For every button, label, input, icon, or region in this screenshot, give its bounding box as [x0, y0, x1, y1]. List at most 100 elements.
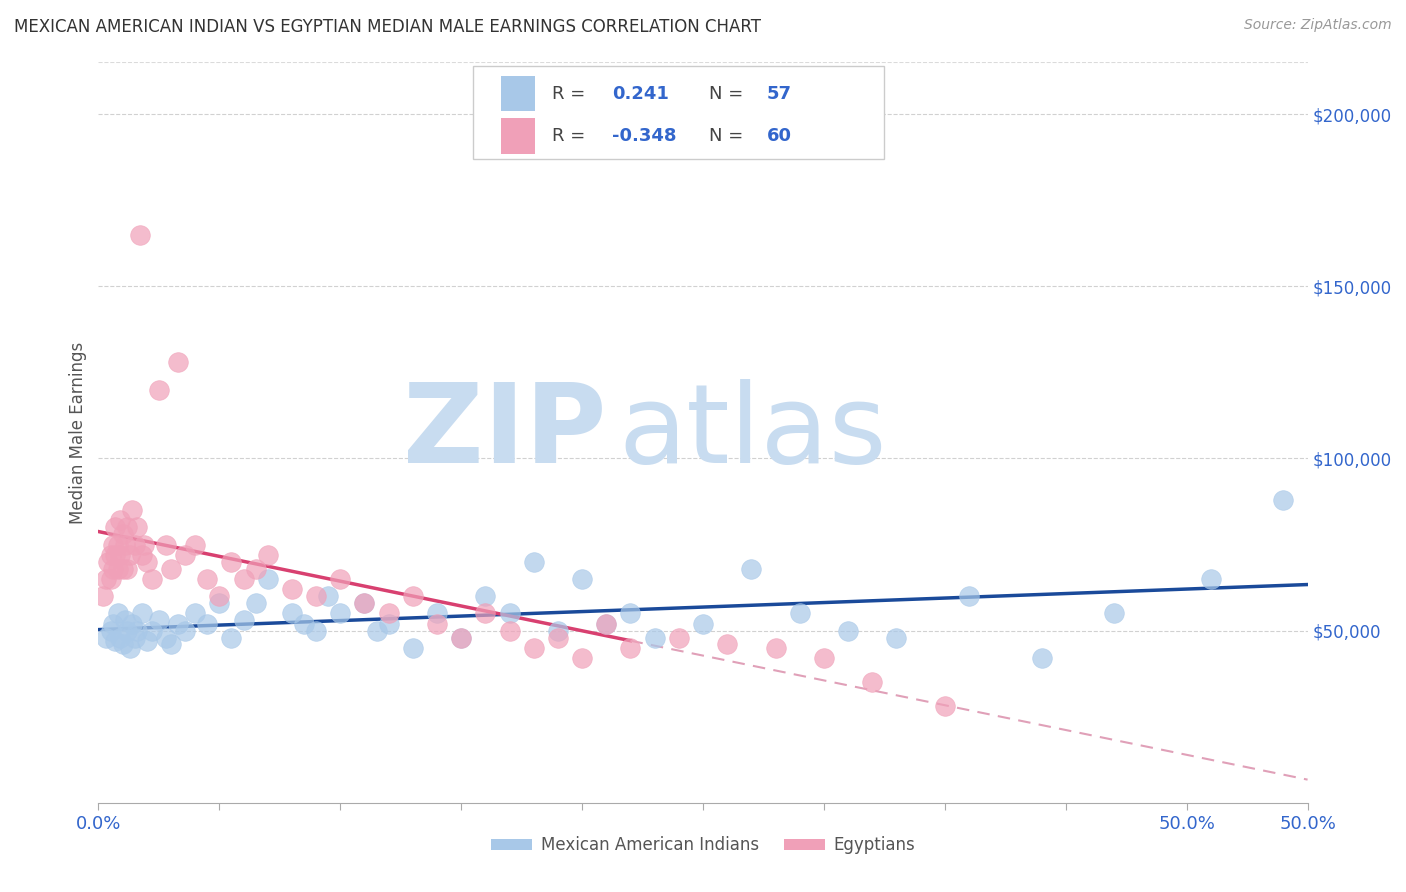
Point [100, 572, 122, 586]
Point [100, 624, 122, 638]
Point [886, 631, 908, 645]
Point [121, 616, 143, 631]
Point [101, 561, 124, 575]
Point [195, 616, 218, 631]
Point [595, 616, 617, 631]
Point [1102, 607, 1125, 621]
Point [160, 637, 183, 651]
Point [91, 589, 114, 603]
Point [292, 616, 315, 631]
Point [450, 631, 472, 645]
Point [118, 548, 141, 562]
Point [124, 631, 146, 645]
Point [245, 596, 267, 610]
Point [619, 640, 641, 655]
Point [353, 596, 375, 610]
Point [353, 596, 375, 610]
Point [167, 355, 190, 369]
Text: N =: N = [709, 128, 749, 145]
Point [94, 572, 117, 586]
Point [316, 589, 339, 603]
Point [184, 607, 207, 621]
Text: R =: R = [553, 128, 591, 145]
Point [305, 624, 328, 638]
Point [232, 572, 254, 586]
Point [474, 607, 496, 621]
Point [127, 520, 149, 534]
Point [305, 589, 328, 603]
Point [450, 631, 472, 645]
FancyBboxPatch shape [501, 76, 534, 112]
Point [837, 624, 859, 638]
Point [789, 607, 811, 621]
Point [104, 634, 127, 648]
Point [474, 589, 496, 603]
Point [426, 616, 449, 631]
Point [118, 640, 141, 655]
Point [813, 651, 835, 665]
Point [127, 624, 149, 638]
Point [107, 537, 129, 551]
FancyBboxPatch shape [501, 119, 534, 154]
Text: ZIP: ZIP [404, 379, 606, 486]
Point [131, 548, 153, 562]
Point [208, 596, 231, 610]
Point [94, 631, 117, 645]
Point [174, 624, 197, 638]
Y-axis label: Median Male Earnings: Median Male Earnings [69, 342, 87, 524]
Point [934, 699, 956, 714]
Point [97, 555, 120, 569]
Point [740, 561, 762, 575]
Point [668, 631, 690, 645]
Point [377, 616, 399, 631]
Point [155, 631, 177, 645]
Point [1031, 651, 1053, 665]
Point [329, 607, 352, 621]
Point [134, 537, 156, 551]
Point [208, 589, 231, 603]
Point [619, 607, 641, 621]
Point [1272, 492, 1295, 507]
Point [174, 548, 197, 562]
Point [111, 527, 134, 541]
Point [1199, 572, 1222, 586]
Point [692, 616, 714, 631]
Point [256, 572, 278, 586]
Point [595, 616, 617, 631]
Text: N =: N = [709, 85, 749, 103]
Point [498, 624, 520, 638]
Point [107, 607, 129, 621]
Point [402, 589, 425, 603]
Point [426, 607, 449, 621]
Point [644, 631, 666, 645]
Point [547, 631, 569, 645]
Point [114, 613, 136, 627]
Point [148, 383, 170, 397]
Point [111, 637, 134, 651]
Point [256, 548, 278, 562]
Text: MEXICAN AMERICAN INDIAN VS EGYPTIAN MEDIAN MALE EARNINGS CORRELATION CHART: MEXICAN AMERICAN INDIAN VS EGYPTIAN MEDI… [14, 18, 761, 36]
Point [160, 561, 183, 575]
Point [108, 631, 131, 645]
Point [716, 637, 738, 651]
Point [245, 561, 267, 575]
Point [547, 624, 569, 638]
Point [108, 513, 131, 527]
Text: 57: 57 [768, 85, 792, 103]
Point [523, 555, 546, 569]
Point [117, 520, 139, 534]
Point [135, 555, 157, 569]
Point [571, 651, 593, 665]
Point [104, 520, 127, 534]
Point [366, 624, 388, 638]
Point [107, 561, 129, 575]
Legend: Mexican American Indians, Egyptians: Mexican American Indians, Egyptians [484, 830, 922, 861]
Point [571, 572, 593, 586]
Point [523, 640, 546, 655]
Point [860, 675, 883, 690]
Point [135, 634, 157, 648]
Point [167, 616, 190, 631]
Point [131, 607, 153, 621]
Point [117, 561, 139, 575]
Point [232, 613, 254, 627]
